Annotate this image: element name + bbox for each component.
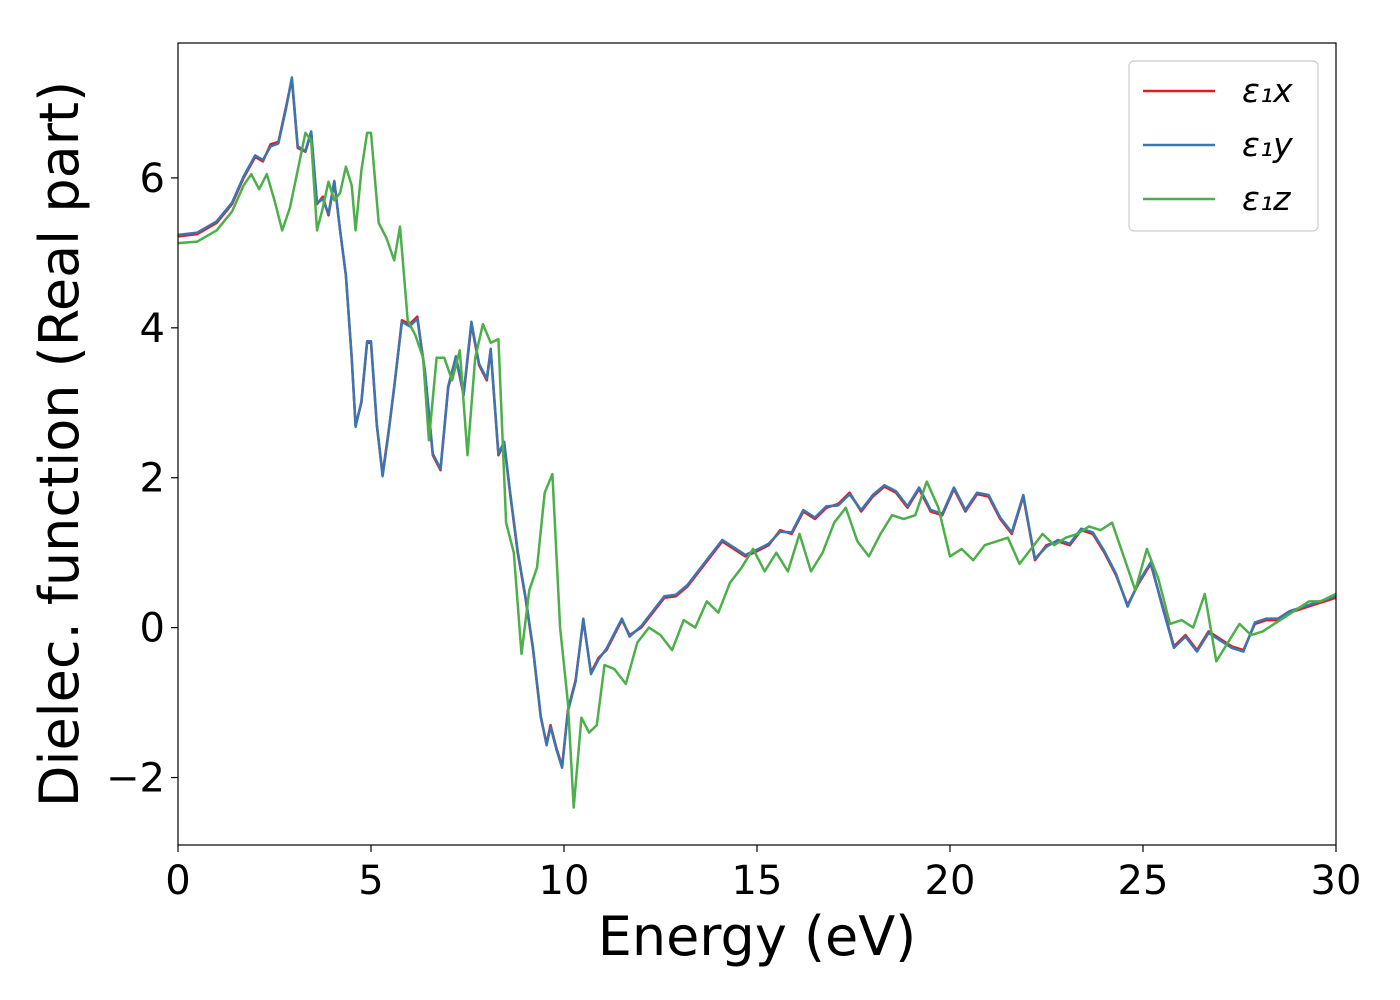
x-tick-label: 5 <box>358 858 383 904</box>
y-tick-label: 0 <box>140 606 165 652</box>
y-tick-label: 2 <box>140 456 165 502</box>
x-tick-label: 25 <box>1118 858 1169 904</box>
series-line-3 <box>178 131 1336 809</box>
y-axis-ticks: −2 0 2 4 6 <box>106 156 178 802</box>
y-tick-label: 4 <box>140 306 165 352</box>
legend: ε₁x ε₁y ε₁z <box>1128 60 1319 232</box>
legend-label-3: ε₁z <box>1242 179 1291 218</box>
x-tick-label: 30 <box>1311 858 1362 904</box>
x-tick-label: 10 <box>539 858 590 904</box>
x-tick-label: 20 <box>925 858 976 904</box>
series-line-2 <box>178 76 1336 770</box>
x-axis-ticks: 0 5 10 15 20 25 30 <box>165 845 1361 904</box>
series-lines <box>178 76 1336 809</box>
x-tick-label: 15 <box>732 858 783 904</box>
legend-box <box>1128 60 1319 232</box>
y-axis-label: Dielec. function (Real part) <box>28 81 91 807</box>
x-tick-label: 0 <box>165 858 190 904</box>
y-tick-label: −2 <box>106 756 165 802</box>
legend-label-2: ε₁y <box>1242 125 1293 164</box>
x-axis-label: Energy (eV) <box>598 905 917 968</box>
y-tick-label: 6 <box>140 156 165 202</box>
legend-label-1: ε₁x <box>1242 71 1293 110</box>
